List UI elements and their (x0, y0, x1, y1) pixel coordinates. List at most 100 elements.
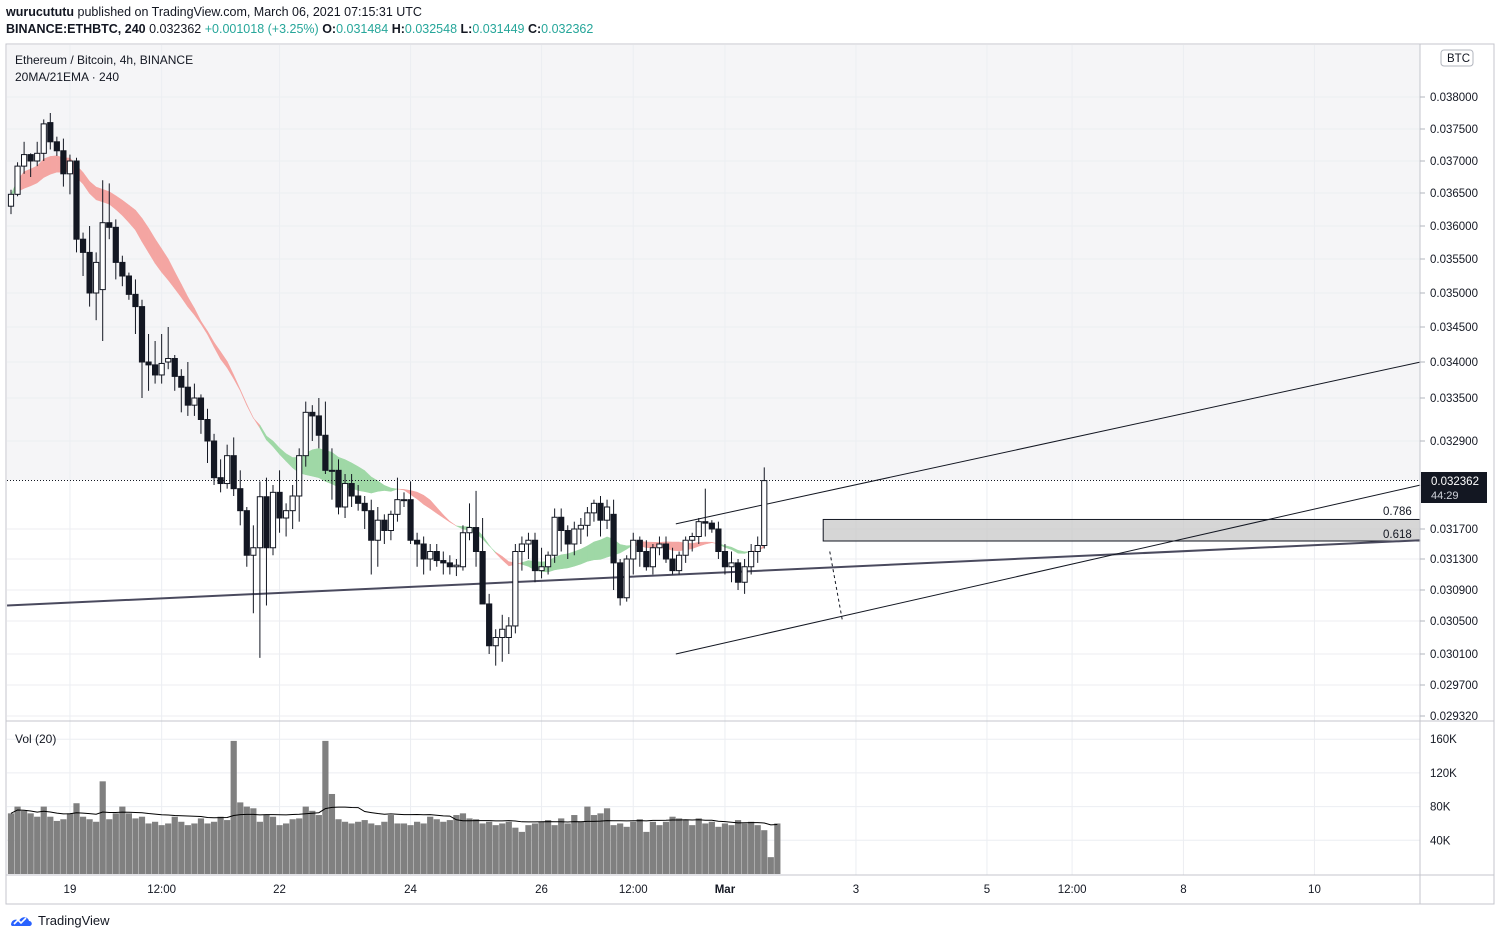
x-tick-label: 22 (273, 884, 286, 896)
volume-bar (138, 816, 146, 874)
volume-bar (400, 823, 408, 874)
candle-body (315, 415, 322, 436)
candle-body (322, 434, 329, 471)
candle-body (577, 524, 584, 530)
price-tag-value: 0.032362 (1431, 476, 1479, 488)
volume-bar (237, 802, 244, 874)
ribbon-segment (23, 168, 31, 189)
volume-bar (479, 823, 486, 874)
volume-bar (453, 815, 460, 874)
volume-bar (230, 740, 237, 874)
volume-bar (761, 830, 768, 874)
candle-body (341, 483, 349, 508)
candle-body (60, 150, 67, 175)
volume-bar (93, 821, 100, 874)
candle-body (479, 551, 486, 605)
volume-bar (184, 825, 191, 874)
volume-bar (584, 806, 591, 874)
candle-body (630, 539, 637, 560)
y-tick-label: 0.030500 (1430, 616, 1478, 628)
candle-body (381, 519, 388, 532)
y-tick-label: 0.029700 (1430, 680, 1478, 692)
candle-body (171, 358, 178, 377)
volume-bar (446, 820, 453, 874)
ribbon-segment (30, 165, 38, 187)
volume-bar (433, 819, 440, 874)
volume-bar (158, 825, 165, 874)
volume-bar (525, 825, 532, 874)
candle-body (702, 521, 709, 524)
y-tick-label: 0.030100 (1430, 649, 1478, 661)
candle-body (237, 488, 244, 512)
volume-bar (210, 821, 218, 874)
candle-body (283, 510, 290, 519)
close-label: C: (527, 22, 542, 36)
volume-bar (165, 823, 172, 874)
candle-body (603, 506, 611, 521)
candle-body (669, 558, 676, 572)
volume-bar (243, 806, 250, 874)
tradingview-logo[interactable]: TradingView (8, 912, 110, 928)
y-tick-label: 0.031700 (1430, 524, 1478, 536)
candle-body (558, 516, 565, 531)
volume-bar (355, 821, 362, 874)
y-tick-label: 0.036500 (1430, 188, 1478, 200)
volume-bar (472, 819, 480, 874)
volume-bar (289, 819, 296, 874)
open-label: O: (322, 22, 337, 36)
volume-bar (748, 821, 755, 874)
candle-body (662, 543, 670, 560)
price-tag (1421, 472, 1487, 503)
volume-bars (7, 740, 781, 874)
volume-bar (66, 813, 74, 874)
candle-body (361, 502, 368, 512)
currency-badge[interactable] (1440, 49, 1474, 67)
candle-body (761, 480, 768, 547)
brand-name: TradingView (38, 912, 110, 928)
volume-bar (610, 825, 617, 874)
candle-body (296, 455, 303, 497)
candle-body (276, 491, 283, 519)
candle-body (734, 562, 742, 583)
volume-bar (106, 819, 113, 874)
price-axis[interactable]: 0.038000 0.037500 0.037000 0.036500 0.036000… (1420, 92, 1478, 723)
volume-ma-line (10, 806, 778, 826)
ribbon-segment (43, 156, 51, 178)
volume-bar (152, 821, 159, 874)
candle-body (243, 510, 250, 556)
ribbon-segment (560, 553, 568, 570)
candle-body (748, 551, 755, 568)
volume-bar (283, 823, 290, 874)
high-label: H: (391, 22, 405, 36)
candle-body (204, 419, 211, 442)
high-value: 0.032548 (404, 22, 458, 36)
candle-body (433, 551, 440, 562)
candle-body (125, 275, 133, 295)
candle-body (676, 554, 683, 572)
time-axis[interactable]: 19 12:00 22 24 26 12:00 Mar 3 5 12:00 8 10 (64, 884, 1321, 896)
channel-upper-line (675, 361, 1421, 525)
pane-title: Ethereum / Bitcoin, 4h, BINANCE (15, 53, 193, 67)
y-tick-label: 0.034500 (1430, 322, 1478, 334)
volume-bar (617, 823, 624, 874)
volume-tick-label: 40K (1430, 835, 1451, 847)
volume-bar (86, 819, 93, 874)
volume-bar (204, 823, 211, 874)
volume-bar (721, 823, 729, 874)
candle-body (178, 375, 185, 388)
candle-body (643, 551, 650, 568)
ribbon-segment (672, 541, 680, 552)
candle-body (158, 362, 165, 376)
volume-bar (34, 816, 41, 874)
volume-bar (499, 823, 506, 874)
symbol-line: BINANCE:ETHBTC, 240 (6, 22, 146, 36)
candle-body (152, 364, 159, 376)
volume-bar (630, 821, 637, 874)
volume-axis[interactable]: 160K 120K 80K 40K (1430, 734, 1457, 847)
volume-bar (754, 825, 761, 874)
candle-body (440, 560, 447, 564)
x-tick-label: 8 (1180, 884, 1186, 896)
candle-body (34, 152, 41, 162)
volume-bar (669, 816, 676, 874)
